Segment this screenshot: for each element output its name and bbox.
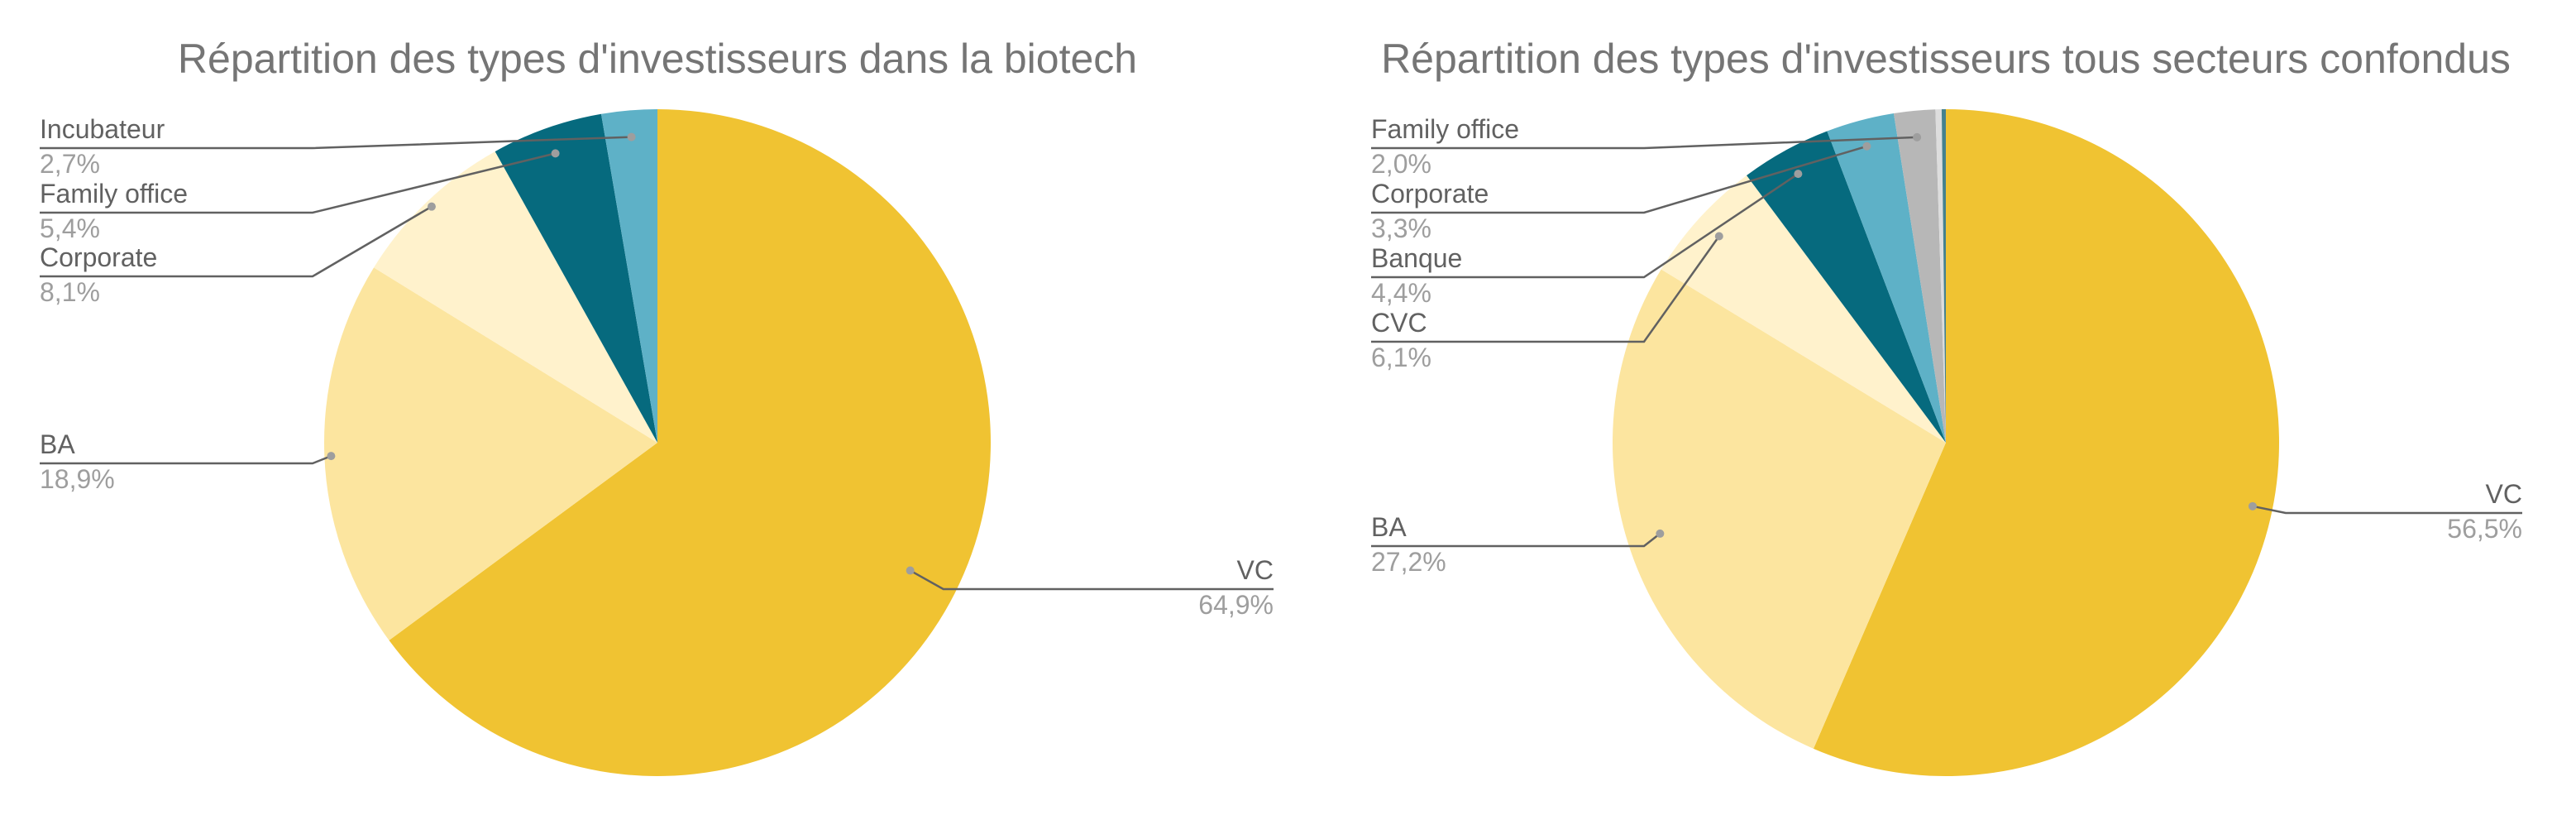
- pie-slice-corporate: [1827, 113, 1946, 443]
- slice-label: CVC: [1371, 308, 1427, 338]
- slice-value-label: 3,3%: [1371, 213, 1431, 243]
- slice-label: Family office: [40, 179, 188, 209]
- slice-value-label: 8,1%: [40, 277, 100, 307]
- pie-slice-cvc: [1661, 175, 1946, 443]
- leader-dot: [1714, 232, 1723, 241]
- leader-line: [1371, 235, 1720, 343]
- leader-line: [40, 136, 632, 150]
- slice-value-label: 64,9%: [1198, 590, 1274, 620]
- pie-slice-family-office: [495, 113, 657, 443]
- pie-leader-lines: [40, 132, 1274, 591]
- leader-dot: [906, 566, 915, 575]
- pie-slice-vc: [389, 109, 991, 776]
- pie-slice-family-office: [1893, 109, 1946, 443]
- slice-label: Incubateur: [40, 114, 165, 144]
- leader-line: [40, 152, 556, 214]
- slice-value-label: 4,4%: [1371, 278, 1431, 308]
- pie-chart-all-sectors: Répartition des types d'investisseurs to…: [1371, 36, 2522, 776]
- leader-line: [1371, 136, 1918, 150]
- leader-line: [910, 569, 1274, 591]
- pie-slice-incubateur: [600, 109, 657, 443]
- slice-value-label: 2,7%: [40, 149, 100, 179]
- leader-dot: [1862, 141, 1871, 151]
- slice-label: Corporate: [40, 242, 157, 272]
- slice-label: VC: [2486, 479, 2522, 509]
- pie-slice-vc: [1813, 109, 2280, 776]
- pie-slice-corporate: [374, 151, 657, 443]
- pie-slice-ba: [1613, 269, 1946, 749]
- slice-value-label: 56,5%: [2447, 514, 2522, 544]
- slice-label: BA: [40, 429, 75, 459]
- leader-line: [40, 454, 332, 465]
- pie-slice-other-7: [1941, 109, 1946, 443]
- leader-line: [40, 205, 433, 278]
- pie-slices: [1613, 109, 2280, 776]
- leader-line: [1371, 173, 1799, 279]
- leader-line: [1371, 532, 1661, 548]
- leader-dot: [327, 452, 336, 461]
- leader-dot: [627, 132, 636, 141]
- slice-label: BA: [1371, 512, 1407, 542]
- slice-value-label: 18,9%: [40, 464, 115, 494]
- leader-dot: [1794, 170, 1803, 179]
- pie-labels: VC 64,9% BA 18,9% Corporate 8,1% Family office…: [40, 114, 1274, 620]
- slice-value-label: 5,4%: [40, 213, 100, 243]
- slice-label: Family office: [1371, 114, 1519, 144]
- slice-label: Banque: [1371, 243, 1462, 273]
- chart-title: Répartition des types d'investisseurs to…: [1381, 36, 2511, 82]
- leader-dot: [551, 149, 560, 158]
- leader-line: [2252, 505, 2522, 515]
- leader-dot: [1656, 529, 1665, 538]
- chart-title: Répartition des types d'investisseurs da…: [178, 36, 1137, 82]
- pie-chart-biotech: Répartition des types d'investisseurs da…: [40, 36, 1274, 776]
- pie-leader-lines: [1371, 132, 2522, 548]
- slice-value-label: 6,1%: [1371, 343, 1431, 372]
- pie-labels: VC 56,5% BA 27,2% CVC 6,1% Banque 4,4% Corporate…: [1371, 114, 2522, 577]
- leader-dot: [2248, 501, 2257, 511]
- leader-line: [1371, 145, 1867, 214]
- slice-label: Corporate: [1371, 179, 1489, 209]
- pie-slices: [323, 109, 991, 776]
- leader-dot: [427, 202, 436, 211]
- slice-value-label: 2,0%: [1371, 149, 1431, 179]
- leader-dot: [1913, 132, 1922, 141]
- pie-slice-banque: [1747, 131, 1946, 443]
- slice-label: VC: [1237, 555, 1274, 585]
- pie-slice-other-6: [1935, 109, 1946, 443]
- slice-value-label: 27,2%: [1371, 547, 1446, 577]
- pie-slice-ba: [323, 267, 657, 640]
